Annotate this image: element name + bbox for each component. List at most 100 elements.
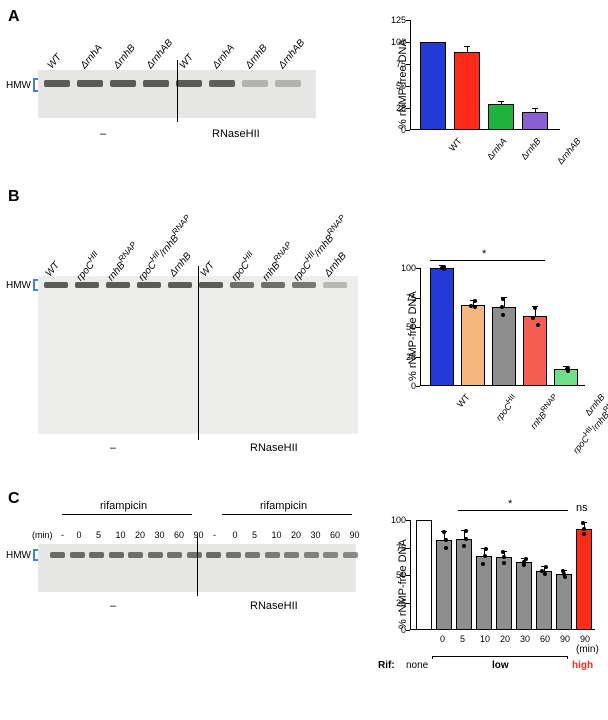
chart-b-ytick: 75 [398, 293, 416, 303]
chart-c-xlabel: 30 [520, 634, 530, 644]
gel-c-time-label: 60 [330, 530, 340, 540]
gel-a-lane-label: ΔrnhAB [145, 37, 176, 71]
gel-c-band [187, 552, 202, 558]
chart-b-ytick: 0 [398, 381, 416, 391]
gel-c-time-label: 10 [116, 530, 126, 540]
chart-a-ytickmark [406, 64, 410, 65]
gel-c-rif-line2 [222, 514, 352, 515]
gel-c-band [167, 552, 182, 558]
gel-a-band [275, 80, 301, 87]
chart-c-dot [444, 538, 448, 542]
chart-b-xlabel: rnhBRNAP [526, 392, 562, 431]
chart-a-errbar [467, 47, 468, 51]
chart-b-dot [501, 297, 505, 301]
gel-a-band [44, 80, 70, 87]
gel-a-band [176, 80, 202, 87]
chart-c-signs: ns [576, 502, 588, 514]
chart-c-bar [576, 529, 592, 630]
chart-c-dot [442, 530, 446, 534]
chart-c-dot [464, 537, 468, 541]
chart-c-dot [561, 569, 565, 573]
gel-c-band [70, 552, 85, 558]
chart-b-dot [473, 299, 477, 303]
gel-c-rif1: rifampicin [100, 500, 147, 512]
chart-c-dot [524, 557, 528, 561]
chart-c-bar [556, 574, 572, 630]
chart-c-ytick: 100 [388, 515, 406, 525]
panel-b-label: B [8, 188, 20, 206]
gel-c-rnasehii: RNaseHII [250, 600, 298, 612]
gel-c-time-label: 0 [77, 530, 82, 540]
chart-c-bar [456, 539, 472, 630]
chart-c-ytickmark [406, 520, 410, 521]
gel-b-lane-label: rpoCHII/rnhBRNAP [133, 213, 196, 284]
chart-c [410, 520, 595, 630]
chart-c-xlabel: 90 [560, 634, 570, 644]
hmw-label-a: HMW [6, 80, 31, 91]
chart-c-dot [502, 561, 506, 565]
chart-c-sigstar: * [508, 498, 512, 510]
chart-b [420, 268, 585, 386]
chart-c-xlabel: 10 [480, 634, 490, 644]
gel-c-rif-line1 [62, 514, 192, 515]
chart-c-yaxis [410, 520, 411, 630]
gel-b-band [199, 282, 223, 288]
gel-c-time-label: 20 [291, 530, 301, 540]
chart-b-dot [442, 267, 446, 271]
chart-a-xlabel: ΔrnhA [485, 136, 509, 162]
chart-c-dot [582, 527, 586, 531]
chart-c-xlabel: 60 [540, 634, 550, 644]
gel-c-min: (min) [32, 530, 53, 540]
chart-c-ytick: 50 [388, 570, 406, 580]
chart-c-xlabel: 20 [500, 634, 510, 644]
chart-a [410, 20, 560, 130]
chart-c-xlabel: 0 [440, 634, 445, 644]
chart-c-rif-none: none [406, 660, 428, 671]
chart-c-dot [464, 529, 468, 533]
gel-c-time-label: 90 [194, 530, 204, 540]
hmw-bracket-c [33, 549, 38, 561]
chart-a-ytick: 75 [388, 59, 406, 69]
chart-a-xlabel: WT [447, 136, 464, 153]
gel-c-band [265, 552, 280, 558]
chart-b-sigstar: * [482, 248, 486, 260]
chart-a-yaxis [410, 20, 411, 130]
gel-c-band [206, 552, 221, 558]
chart-b-ytick: 25 [398, 352, 416, 362]
gel-b-rnasehii: RNaseHII [250, 442, 298, 454]
gel-c-band [109, 552, 124, 558]
gel-b-band [75, 282, 99, 288]
chart-b-ytickmark [416, 357, 420, 358]
chart-a-errcap [464, 46, 470, 47]
gel-c-time-label: 30 [155, 530, 165, 540]
hmw-label-c: HMW [6, 550, 31, 561]
gel-b-minus: – [110, 442, 116, 454]
chart-b-dot [531, 316, 535, 320]
hmw-bracket-a [33, 78, 38, 92]
gel-c-time-label: 60 [174, 530, 184, 540]
chart-b-bar [492, 307, 516, 386]
chart-b-bar [461, 305, 485, 386]
chart-c-xunit: (min) [576, 644, 599, 655]
chart-c-ytick: 25 [388, 598, 406, 608]
chart-b-ytickmark [416, 298, 420, 299]
chart-a-errbar [535, 109, 536, 112]
gel-b-band [137, 282, 161, 288]
chart-a-bar [522, 112, 548, 130]
gel-c-time-label: 30 [311, 530, 321, 540]
gel-b-lane-label: ΔrnhB [168, 251, 194, 279]
gel-a-lane-label: WT [46, 52, 64, 71]
chart-c-ytickmark [406, 575, 410, 576]
gel-b-band [292, 282, 316, 288]
chart-c-bar [476, 556, 492, 630]
gel-b-band [168, 282, 192, 288]
chart-c-ytick: 0 [388, 625, 406, 635]
gel-c-band [284, 552, 299, 558]
chart-a-ytick: 0 [388, 125, 406, 135]
chart-c-dot [444, 546, 448, 550]
gel-c-time-label: - [213, 530, 216, 540]
gel-c-band [245, 552, 260, 558]
gel-b-band [323, 282, 347, 288]
chart-a-bar [488, 104, 514, 130]
chart-b-ytickmark [416, 268, 420, 269]
